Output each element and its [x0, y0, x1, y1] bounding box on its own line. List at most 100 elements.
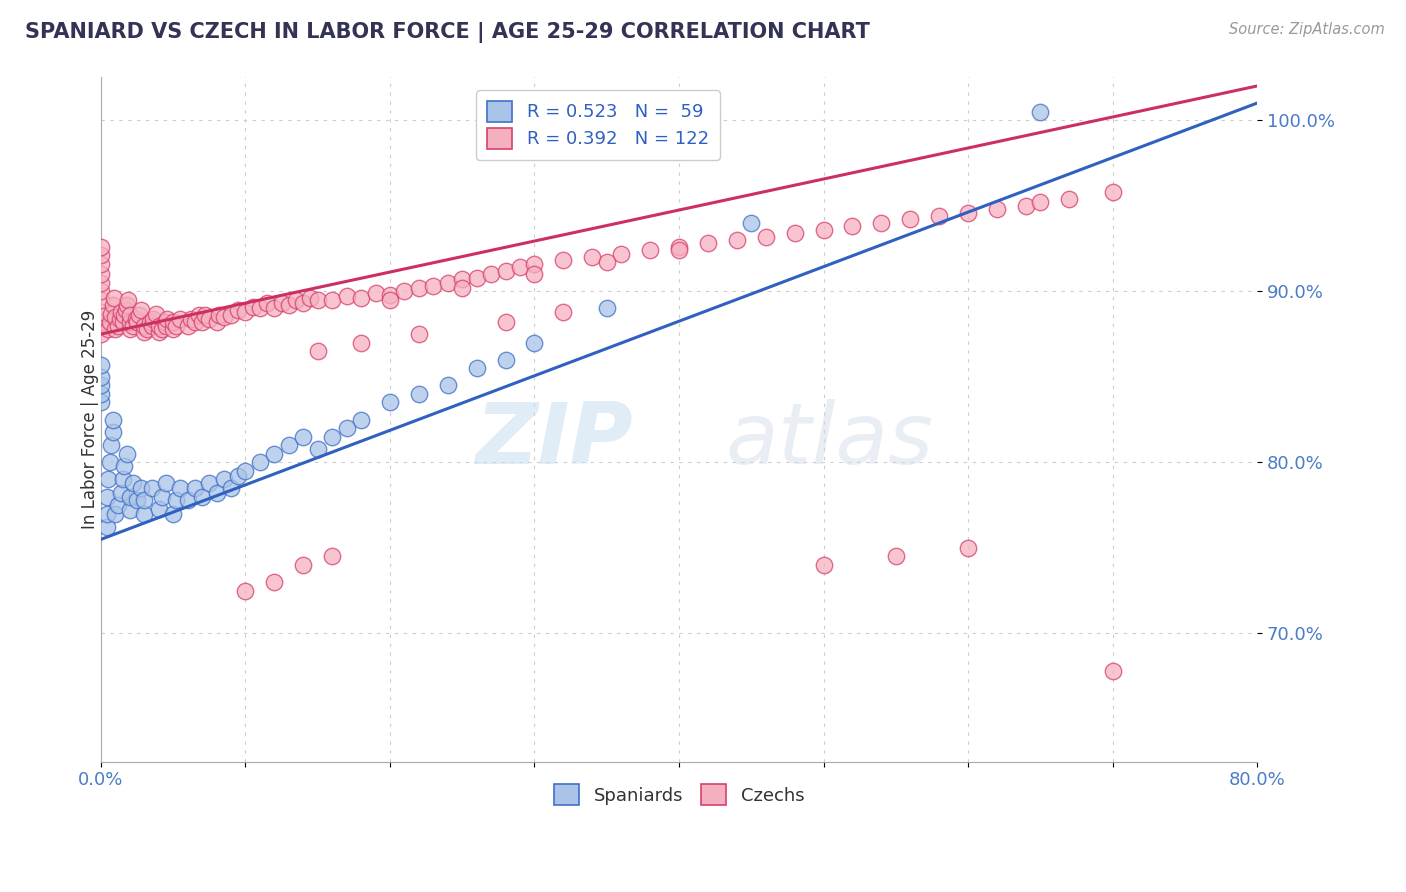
- Point: [153, 315, 176, 329]
- Point: [610, 246, 633, 260]
- Point: [90, 369, 112, 384]
- Point: [117, 293, 139, 307]
- Point: [321, 293, 343, 307]
- Point: [321, 430, 343, 444]
- Point: [523, 267, 546, 281]
- Point: [90, 248, 112, 262]
- Point: [740, 216, 762, 230]
- Point: [155, 475, 177, 490]
- Point: [292, 296, 315, 310]
- Point: [553, 253, 575, 268]
- Point: [127, 493, 149, 508]
- Point: [451, 281, 474, 295]
- Point: [277, 298, 299, 312]
- Point: [127, 315, 149, 329]
- Point: [103, 291, 125, 305]
- Point: [148, 318, 170, 333]
- Point: [90, 240, 112, 254]
- Point: [90, 285, 112, 299]
- Point: [134, 507, 156, 521]
- Point: [263, 447, 285, 461]
- Point: [104, 507, 127, 521]
- Point: [90, 378, 112, 392]
- Point: [90, 257, 112, 271]
- Point: [495, 264, 517, 278]
- Point: [212, 310, 235, 324]
- Point: [783, 226, 806, 240]
- Point: [114, 303, 136, 318]
- Point: [148, 326, 170, 340]
- Point: [162, 315, 184, 329]
- Point: [1101, 664, 1123, 678]
- Point: [495, 352, 517, 367]
- Point: [841, 219, 863, 234]
- Point: [292, 558, 315, 572]
- Point: [596, 301, 619, 316]
- Point: [285, 293, 308, 307]
- Point: [249, 301, 271, 316]
- Point: [118, 503, 141, 517]
- Point: [277, 438, 299, 452]
- Point: [495, 315, 517, 329]
- Point: [364, 285, 387, 300]
- Point: [150, 322, 173, 336]
- Point: [180, 311, 202, 326]
- Point: [100, 306, 122, 320]
- Legend: Spaniards, Czechs: Spaniards, Czechs: [544, 775, 813, 814]
- Point: [307, 344, 329, 359]
- Point: [553, 305, 575, 319]
- Point: [148, 501, 170, 516]
- Point: [350, 335, 373, 350]
- Point: [97, 322, 120, 336]
- Point: [1057, 192, 1080, 206]
- Point: [378, 293, 401, 307]
- Point: [436, 276, 458, 290]
- Point: [90, 293, 112, 307]
- Point: [121, 318, 143, 333]
- Point: [142, 311, 165, 326]
- Point: [813, 558, 835, 572]
- Point: [198, 475, 221, 490]
- Point: [110, 305, 132, 319]
- Point: [90, 305, 112, 319]
- Point: [350, 412, 373, 426]
- Point: [90, 358, 112, 372]
- Point: [118, 308, 141, 322]
- Point: [134, 493, 156, 508]
- Point: [479, 267, 502, 281]
- Point: [668, 240, 690, 254]
- Point: [249, 455, 271, 469]
- Text: atlas: atlas: [725, 399, 934, 482]
- Point: [184, 481, 207, 495]
- Point: [101, 412, 124, 426]
- Point: [118, 490, 141, 504]
- Point: [134, 326, 156, 340]
- Point: [596, 255, 619, 269]
- Point: [509, 260, 531, 275]
- Point: [98, 315, 121, 329]
- Point: [219, 481, 242, 495]
- Point: [198, 311, 221, 326]
- Point: [104, 322, 127, 336]
- Point: [226, 469, 249, 483]
- Point: [299, 291, 322, 305]
- Point: [321, 549, 343, 564]
- Point: [141, 481, 163, 495]
- Point: [165, 493, 187, 508]
- Point: [111, 473, 134, 487]
- Point: [134, 318, 156, 333]
- Point: [725, 233, 748, 247]
- Point: [205, 315, 228, 329]
- Point: [235, 464, 257, 478]
- Point: [408, 281, 430, 295]
- Point: [121, 475, 143, 490]
- Point: [350, 291, 373, 305]
- Point: [169, 481, 191, 495]
- Point: [112, 308, 135, 322]
- Point: [270, 296, 292, 310]
- Point: [90, 387, 112, 401]
- Point: [184, 315, 207, 329]
- Point: [107, 318, 129, 333]
- Point: [263, 301, 285, 316]
- Point: [156, 311, 179, 326]
